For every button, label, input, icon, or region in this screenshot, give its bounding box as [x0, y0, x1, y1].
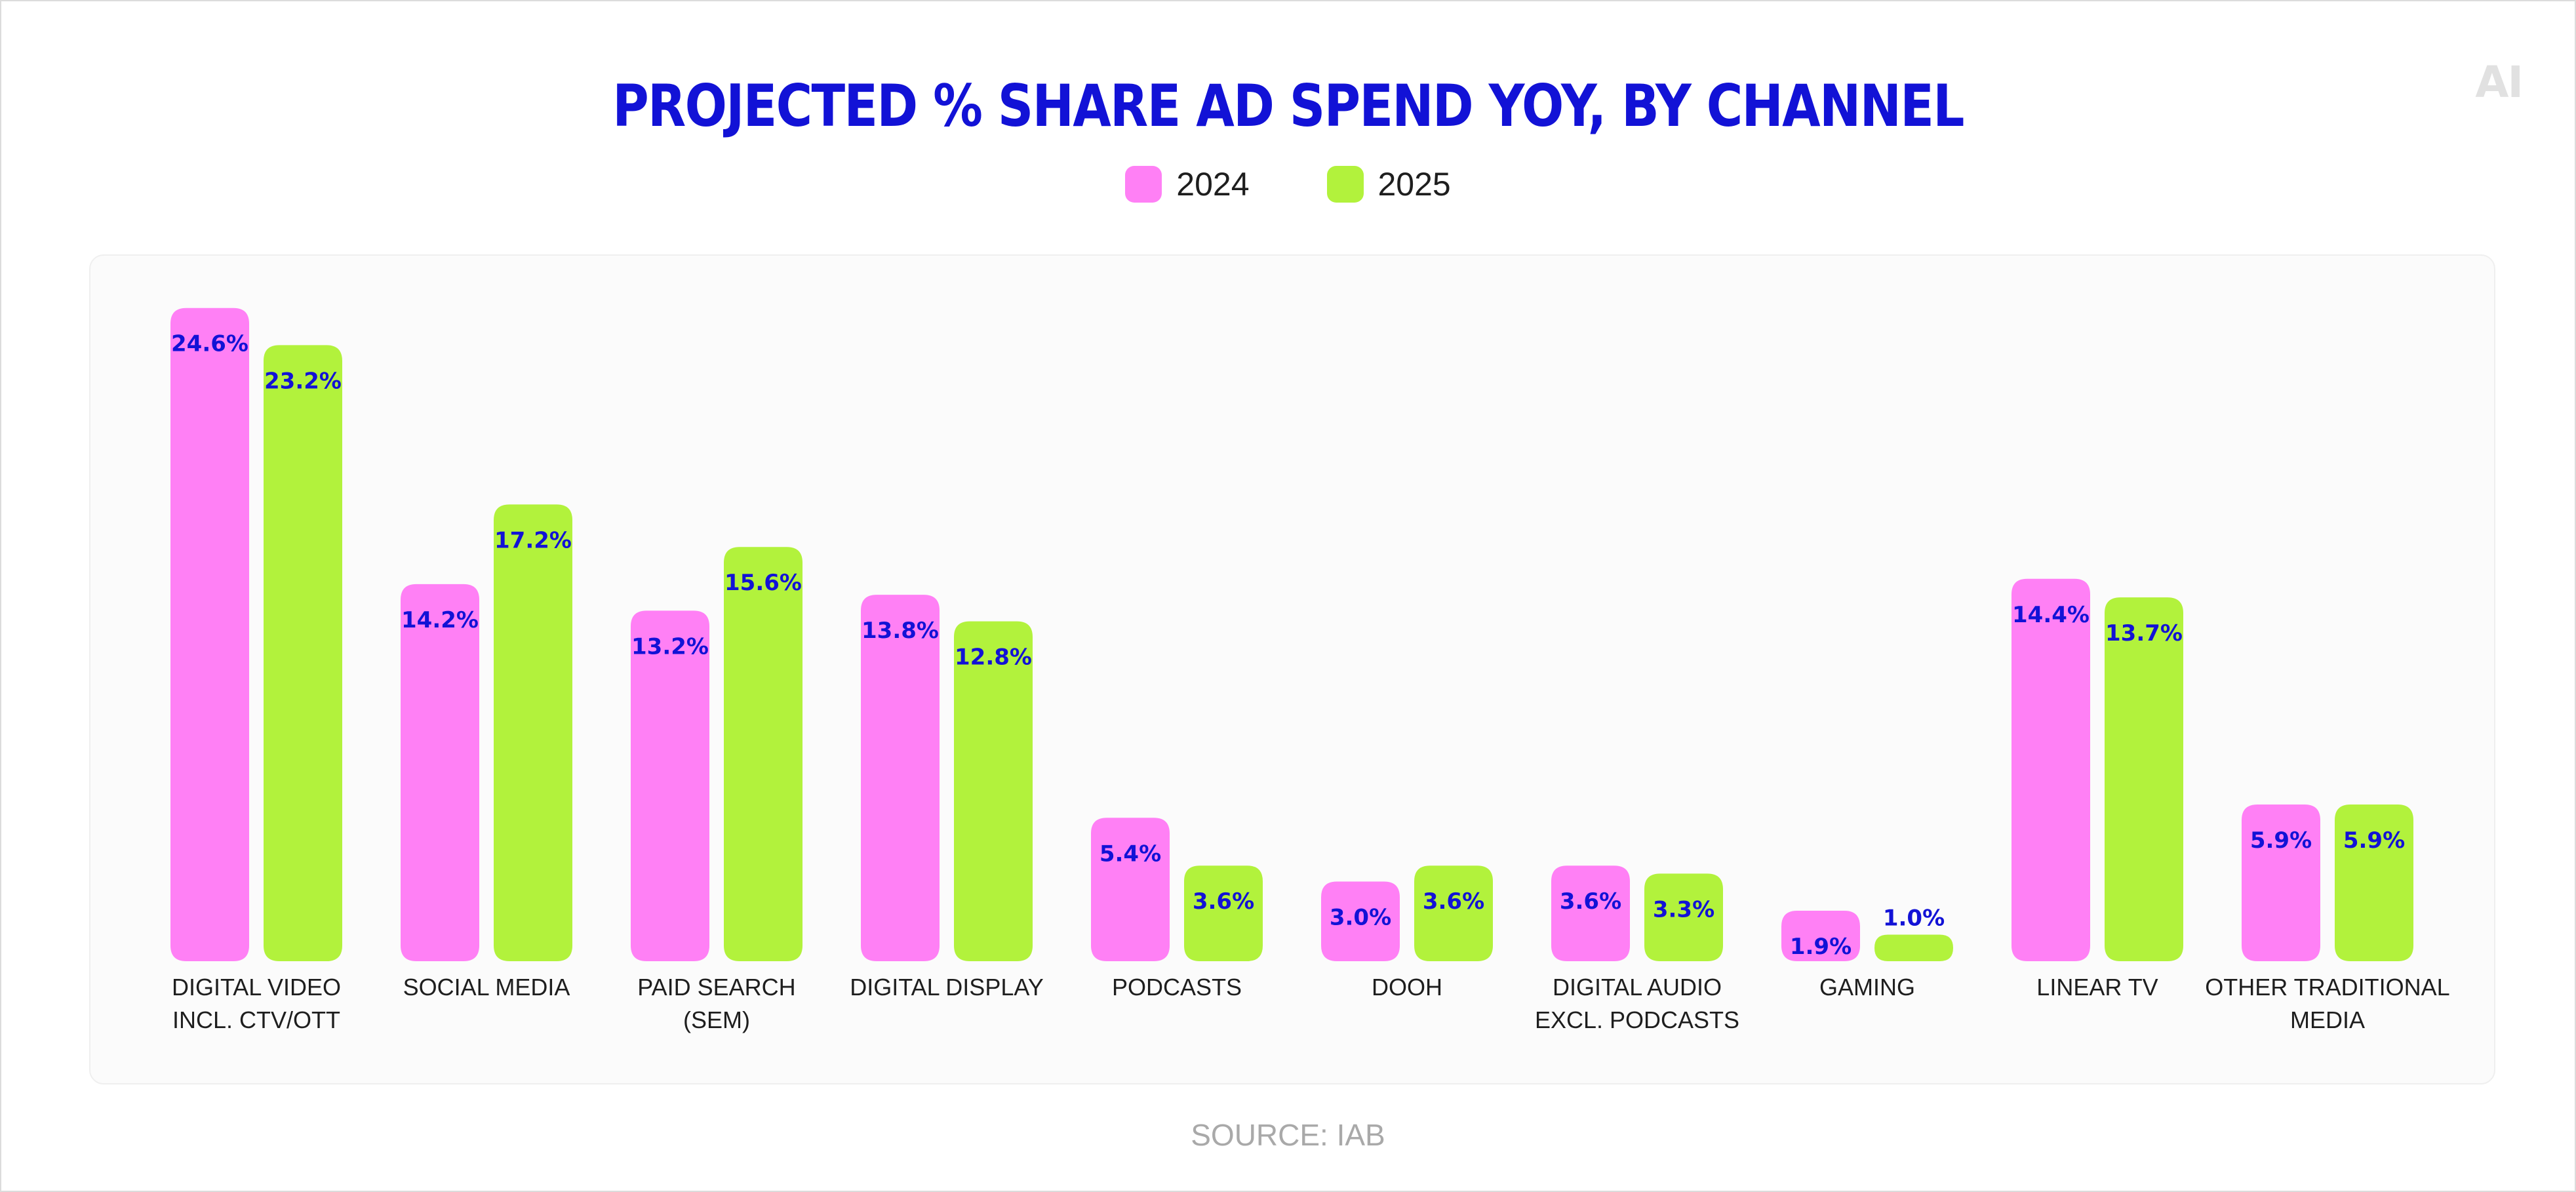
value-label-2024-6: 3.6% — [1560, 888, 1621, 915]
bar-2025-9 — [2335, 805, 2413, 961]
legend: 2024 2025 — [1, 165, 2575, 203]
value-label-2024-2: 13.2% — [631, 633, 709, 660]
value-label-2025-2: 15.6% — [724, 570, 802, 596]
bar-2025-7 — [1874, 934, 1953, 961]
brand-logo: AI — [2475, 57, 2524, 108]
bar-2025-8 — [2105, 597, 2183, 961]
bar-2024-6 — [1551, 865, 1630, 961]
bar-2024-1 — [401, 584, 479, 961]
value-label-2024-7: 1.9% — [1790, 934, 1852, 960]
bar-2024-2 — [631, 610, 709, 961]
value-label-2025-1: 17.2% — [494, 527, 572, 553]
category-label-5-0: DOOH — [1372, 974, 1442, 1001]
bar-chart: 24.6% 23.2% DIGITAL VIDEO INCL. CTV/OTT 14.2… — [170, 308, 2450, 1033]
value-label-2025-4: 3.6% — [1193, 888, 1254, 915]
legend-item-2025: 2025 — [1326, 165, 1451, 203]
bar-2024-3 — [861, 595, 940, 961]
bar-2024-4 — [1091, 818, 1170, 961]
value-label-2024-9: 5.9% — [2250, 827, 2312, 854]
category-label-2-0: PAID SEARCH — [637, 974, 795, 1001]
bar-2025-5 — [1414, 865, 1493, 961]
source-note: SOURCE: IAB — [1191, 1118, 1385, 1152]
chart-title: PROJECTED % SHARE AD SPEND YOY, BY CHANN… — [612, 72, 1964, 140]
bar-2025-3 — [954, 621, 1033, 961]
legend-label-2024: 2024 — [1176, 166, 1250, 203]
category-label-7-0: GAMING — [1819, 974, 1915, 1001]
bar-2025-0 — [264, 345, 342, 961]
value-label-2024-3: 13.8% — [862, 618, 939, 644]
bar-2024-5 — [1321, 881, 1400, 961]
category-label-4-0: PODCASTS — [1112, 974, 1242, 1001]
value-label-2025-9: 5.9% — [2343, 827, 2405, 854]
value-label-2025-6: 3.3% — [1653, 896, 1714, 923]
bar-2024-0 — [170, 308, 249, 961]
legend-label-2025: 2025 — [1377, 166, 1451, 203]
category-label-2-1: (SEM) — [683, 1006, 750, 1033]
legend-swatch-2024 — [1125, 166, 1162, 203]
value-label-2024-4: 5.4% — [1100, 841, 1161, 867]
value-label-2024-8: 14.4% — [2012, 602, 2090, 628]
category-label-6-0: DIGITAL AUDIO — [1553, 974, 1722, 1001]
value-label-2025-0: 23.2% — [264, 368, 342, 394]
value-label-2025-8: 13.7% — [2105, 620, 2183, 646]
legend-item-2024: 2024 — [1125, 165, 1250, 203]
category-label-6-1: EXCL. PODCASTS — [1535, 1006, 1739, 1033]
value-label-2024-0: 24.6% — [171, 331, 248, 357]
value-label-2025-3: 12.8% — [955, 645, 1032, 671]
category-label-9-1: MEDIA — [2290, 1006, 2365, 1033]
bar-2024-7 — [1781, 911, 1860, 961]
bar-2024-8 — [2011, 578, 2090, 961]
legend-swatch-2025 — [1326, 166, 1364, 203]
value-label-2024-1: 14.2% — [401, 607, 479, 633]
value-label-2025-7: 1.0% — [1883, 905, 1945, 932]
category-label-9-0: OTHER TRADITIONAL — [2205, 974, 2449, 1001]
category-label-0-1: INCL. CTV/OTT — [172, 1006, 340, 1033]
bar-2025-6 — [1644, 873, 1723, 961]
value-label-2024-5: 3.0% — [1330, 905, 1391, 931]
category-label-1-0: SOCIAL MEDIA — [403, 974, 570, 1001]
bar-2025-1 — [494, 504, 572, 961]
bar-2025-4 — [1184, 865, 1263, 961]
value-label-2025-5: 3.6% — [1423, 888, 1484, 915]
plot-area: 24.6% 23.2% DIGITAL VIDEO INCL. CTV/OTT 14.2… — [89, 254, 2495, 1084]
category-label-0-0: DIGITAL VIDEO — [172, 974, 341, 1001]
bar-2024-9 — [2242, 805, 2320, 961]
bar-2025-2 — [724, 547, 803, 961]
category-label-8-0: LINEAR TV — [2036, 974, 2158, 1001]
category-label-3-0: DIGITAL DISPLAY — [850, 974, 1043, 1001]
